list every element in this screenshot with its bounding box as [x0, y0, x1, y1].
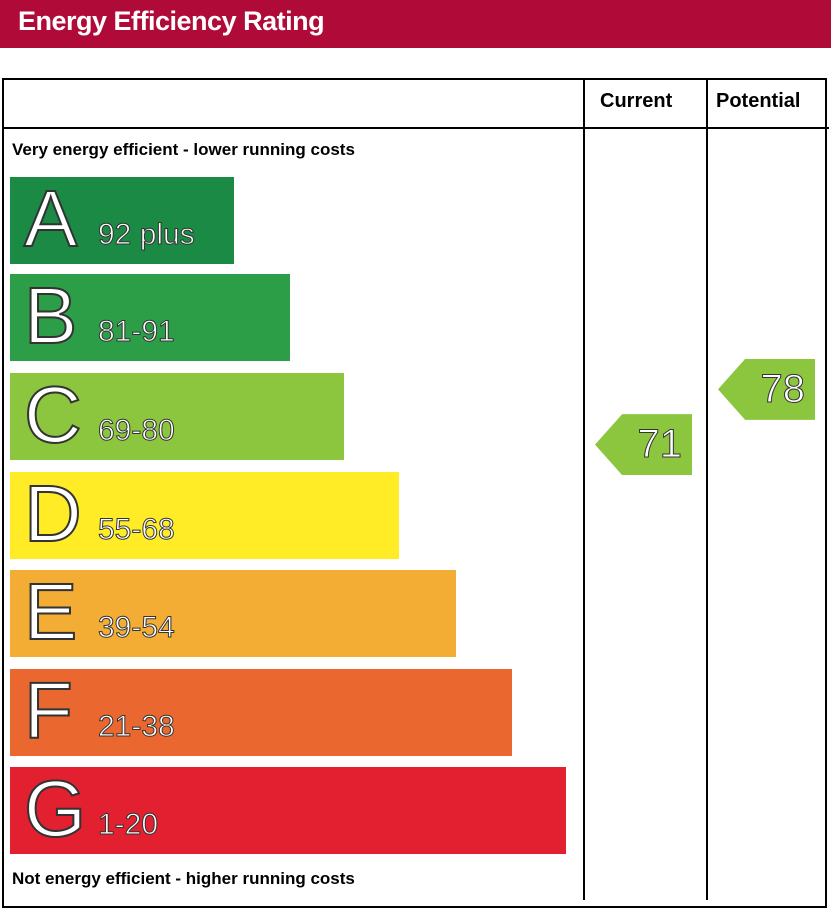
potential-rating-value: 78: [760, 366, 805, 411]
band-f: F 21-38: [10, 665, 512, 756]
band-letter: B: [23, 270, 78, 361]
band-letter: C: [23, 369, 83, 460]
band-range: 92 plus: [98, 218, 196, 252]
band-d: D 55-68: [10, 468, 399, 559]
band-letter: A: [23, 173, 78, 264]
bottom-note: Not energy efficient - higher running co…: [12, 869, 355, 888]
current-rating-value: 71: [637, 422, 682, 467]
current-header: Current: [600, 90, 673, 112]
band-letter: F: [23, 665, 74, 756]
divider: [583, 78, 585, 900]
band-range: 21-38: [98, 710, 176, 744]
divider: [2, 127, 829, 129]
band-letter: G: [23, 763, 87, 854]
band-range: 39-54: [98, 611, 176, 645]
band-range: 55-68: [98, 513, 176, 547]
band-e: E 39-54: [10, 566, 456, 657]
band-a: A 92 plus: [10, 173, 234, 264]
top-note: Very energy efficient - lower running co…: [12, 140, 355, 159]
band-letter: E: [23, 566, 78, 657]
potential-rating-arrow: 78: [718, 358, 815, 420]
potential-header: Potential: [716, 90, 801, 112]
band-range: 69-80: [98, 414, 176, 448]
band-range: 1-20: [97, 808, 159, 842]
band-letter: D: [23, 468, 83, 559]
band-g: G 1-20: [10, 763, 566, 854]
band-c: C 69-80: [10, 369, 344, 460]
band-b: B 81-91: [10, 270, 290, 361]
divider: [706, 78, 708, 900]
page-title: Energy Efficiency Rating: [18, 6, 325, 36]
band-range: 81-91: [98, 315, 176, 349]
header-bar: Energy Efficiency Rating: [0, 0, 831, 48]
